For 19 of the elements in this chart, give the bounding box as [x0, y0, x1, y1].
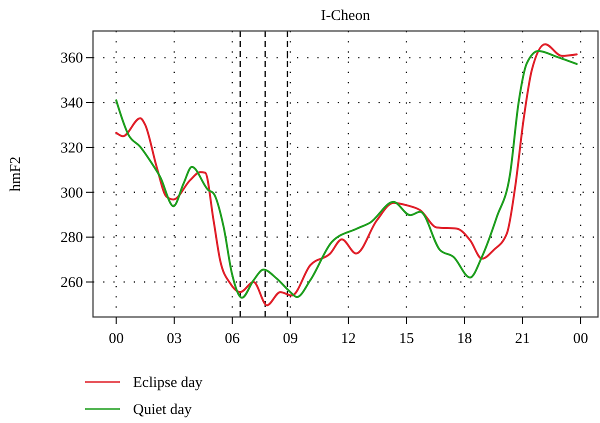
x-tick-label: 09	[282, 331, 298, 347]
y-axis-title: hmF2	[8, 156, 24, 192]
y-tick-label: 280	[60, 230, 83, 246]
y-tick-label: 260	[60, 275, 83, 292]
x-tick-label: 00	[573, 331, 588, 347]
y-tick-label: 320	[60, 140, 83, 156]
x-tick-label: 12	[340, 331, 356, 347]
x-tick-label: 21	[515, 331, 530, 347]
x-tick-label: 15	[398, 331, 414, 347]
legend-label: Eclipse day	[133, 375, 204, 391]
x-tick-label: 00	[108, 331, 124, 347]
y-tick-label: 300	[60, 185, 83, 202]
x-tick-label: 03	[166, 331, 182, 347]
x-tick-label: 06	[224, 331, 240, 347]
x-tick-label: 18	[456, 331, 472, 347]
chart-title: I-Cheon	[320, 8, 371, 24]
y-tick-label: 360	[60, 50, 83, 67]
y-tick-label: 340	[60, 96, 83, 112]
legend-label: Quiet day	[133, 402, 192, 418]
